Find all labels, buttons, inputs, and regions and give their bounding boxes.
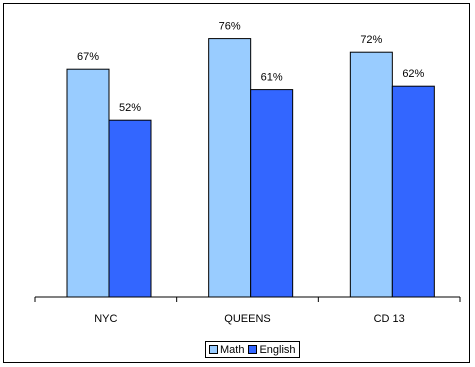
category-labels: NYC QUEENS CD 13	[94, 313, 405, 325]
category-label-nyc: NYC	[94, 313, 117, 325]
x-axis-ticks	[34, 297, 461, 302]
legend-entry-english: English	[248, 343, 296, 356]
legend-entry-math: Math	[209, 344, 244, 356]
data-label-english-cd-13: 62%	[402, 68, 424, 80]
category-label-cd-13: CD 13	[374, 313, 405, 325]
bars-layer	[66, 38, 435, 298]
bar-math-nyc	[66, 68, 110, 298]
legend-label-math: Math	[220, 343, 245, 356]
bar-english-cd-13	[391, 85, 435, 298]
data-label-math-queens: 76%	[219, 21, 241, 33]
legend-label-english: English	[259, 343, 296, 356]
data-label-math-cd-13: 72%	[360, 34, 382, 46]
bar-math-cd-13	[349, 51, 393, 298]
data-label-english-nyc: 52%	[119, 102, 141, 114]
legend-swatch-math	[209, 345, 218, 354]
data-label-english-queens: 61%	[261, 72, 283, 84]
bar-english-queens	[250, 89, 294, 298]
bar-english-nyc	[108, 119, 152, 298]
legend-swatch-english	[248, 345, 258, 354]
data-labels-layer: 67% 52% 76% 61% 72% 62%	[77, 21, 425, 115]
bar-math-queens	[208, 38, 252, 298]
legend: Math English	[205, 341, 300, 358]
category-label-queens: QUEENS	[224, 313, 270, 325]
data-label-math-nyc: 67%	[77, 51, 99, 63]
